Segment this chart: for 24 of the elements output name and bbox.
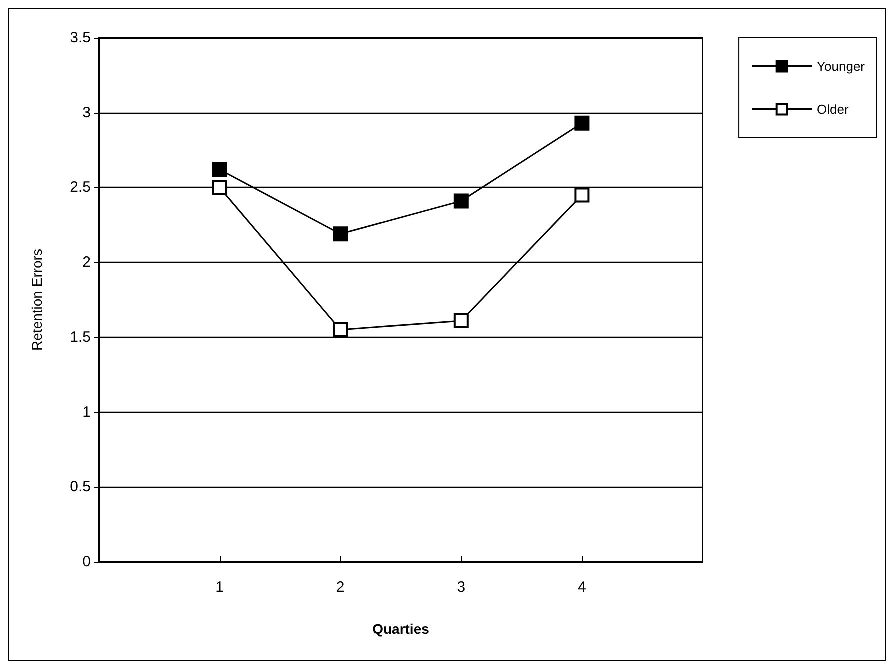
x-tick-label: 2 [336, 579, 345, 596]
x-tick-label: 1 [216, 579, 224, 596]
point [574, 188, 590, 203]
legend-label: Older [817, 102, 850, 117]
x-axis-title: Quarties [372, 621, 430, 637]
y-tick-label: 2.5 [70, 179, 91, 196]
y-tick-label: 2 [82, 254, 91, 272]
legend-label: Younger [817, 59, 866, 74]
y-tick-label: 0.5 [70, 478, 91, 496]
point [574, 116, 590, 131]
y-tick-label: 3.5 [70, 30, 91, 46]
y-tick-label: 0 [82, 554, 91, 570]
x-tick-label: 4 [578, 579, 586, 596]
point [333, 322, 348, 338]
point [212, 162, 228, 178]
x-tick-label: 3 [457, 579, 466, 596]
y-tick-label: 1.5 [70, 328, 91, 346]
y-tick-label: 3 [82, 104, 91, 122]
point [454, 313, 469, 328]
point [454, 194, 469, 209]
point [212, 180, 228, 196]
y-axis-title: Retention Errors [29, 249, 45, 351]
y-tick-label: 1 [82, 404, 91, 421]
point [333, 226, 348, 242]
